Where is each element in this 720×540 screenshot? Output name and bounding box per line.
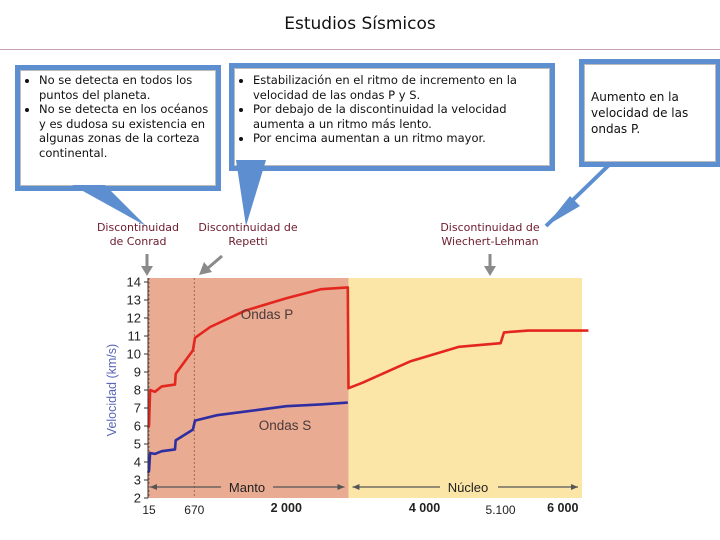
- label-repetti: Discontinuidad de Repetti: [198, 221, 298, 248]
- callout-repetti-item: Estabilización en el ritmo de incremento…: [253, 73, 545, 102]
- x-tick-label: 5.100: [486, 503, 516, 517]
- y-tick-label: 12: [127, 311, 141, 326]
- y-tick-label: 11: [128, 329, 142, 344]
- arrow-repetti-head: [199, 262, 212, 275]
- region-nucleo: [348, 278, 582, 498]
- manto-arrow-left: [150, 484, 157, 490]
- callout-conrad-item: No se detecta en todos los puntos del pl…: [39, 73, 211, 102]
- callout-repetti-item: Por encima aumentan a un ritmo mayor.: [253, 131, 545, 146]
- manto-arrow-right: [337, 484, 345, 490]
- nucleo-arrow-left: [352, 484, 360, 490]
- label-ondas-p: Ondas P: [241, 307, 294, 322]
- title-divider: [0, 49, 720, 50]
- callout-wiechert-text: Aumento en la velocidad de las ondas P.: [591, 90, 689, 136]
- y-tick-label: 6: [134, 419, 141, 434]
- y-tick-label: 9: [134, 365, 141, 380]
- series-ondas-s: [146, 401, 348, 474]
- label-conrad: Discontinuidad de Conrad: [96, 221, 180, 248]
- y-axis-label: Velocidad (km/s): [105, 344, 119, 436]
- series-ondas-p: [146, 286, 589, 429]
- y-tick-label: 10: [127, 347, 141, 362]
- region-manto: [148, 278, 349, 498]
- y-tick-label: 2: [134, 491, 141, 506]
- x-tick-label: 4 000: [409, 501, 440, 515]
- callout-repetti-notes: Estabilización en el ritmo de incremento…: [234, 68, 550, 166]
- pointer-wiechert-line: [544, 162, 612, 228]
- y-tick-label: 3: [134, 473, 141, 488]
- arrow-conrad-head: [141, 266, 153, 276]
- arrow-repetti-shaft: [207, 254, 223, 270]
- nucleo-label-bg: [440, 478, 498, 494]
- y-tick-label: 4: [134, 455, 141, 470]
- y-tick-label: 8: [134, 383, 141, 398]
- callout-repetti-item: Por debajo de la discontinuidad la veloc…: [253, 102, 545, 131]
- label-ondas-s: Ondas S: [259, 418, 312, 433]
- callout-conrad-notes: No se detecta en todos los puntos del pl…: [20, 70, 216, 186]
- pointer-conrad: [72, 185, 146, 226]
- label-nucleo: Núcleo: [448, 480, 488, 495]
- x-tick-label: 2 000: [271, 501, 302, 515]
- manto-label-bg: [221, 478, 273, 494]
- arrow-wiechert-head: [484, 266, 496, 276]
- y-tick-label: 5: [134, 437, 141, 452]
- callout-conrad-item: No se detecta en los océanos y es dudosa…: [39, 102, 211, 160]
- pointer-repetti: [236, 160, 266, 226]
- callout-wiechert-notes: Aumento en la velocidad de las ondas P.: [584, 64, 716, 162]
- label-wiechert: Discontinuidad de Wiechert-Lehman: [440, 221, 540, 248]
- nucleo-arrow-right: [571, 484, 578, 490]
- x-tick-label: 15: [142, 503, 156, 517]
- page-title: Estudios Sísmicos: [284, 14, 436, 34]
- y-tick-label: 7: [134, 401, 141, 416]
- y-tick-label: 14: [127, 275, 141, 290]
- x-tick-label: 670: [184, 503, 204, 517]
- label-manto: Manto: [229, 480, 265, 495]
- y-tick-label: 13: [127, 293, 141, 308]
- x-tick-label: 6 000: [547, 501, 578, 515]
